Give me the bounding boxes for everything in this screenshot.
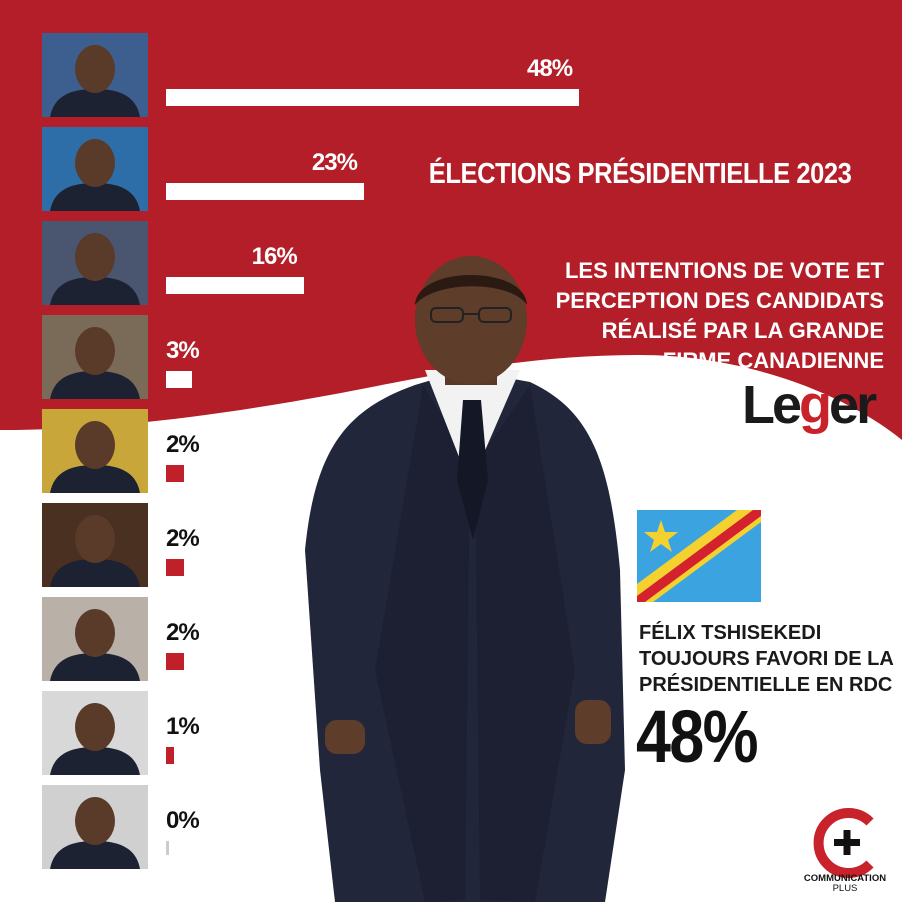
- bar-value-label: 2%: [166, 431, 200, 458]
- bar: [166, 841, 169, 855]
- candidate-photo: [42, 33, 148, 117]
- bar-value-label: 23%: [311, 149, 358, 176]
- bar-value-label: 48%: [527, 55, 573, 82]
- headline-line: TOUJOURS FAVORI DE LA: [639, 648, 894, 670]
- bar: [166, 653, 184, 670]
- bar: [166, 183, 364, 200]
- candidate-portrait: [305, 256, 625, 902]
- headline-percent: 48%: [636, 695, 758, 778]
- candidate-photo: [42, 691, 148, 775]
- candidate-photo: [42, 315, 148, 399]
- bar: [166, 89, 579, 106]
- subtitle-line: RÉALISÉ PAR LA GRANDE: [601, 318, 884, 343]
- candidate-photo: [42, 503, 148, 587]
- candidate-photo: [42, 597, 148, 681]
- subtitle-line: PERCEPTION DES CANDIDATS: [555, 288, 884, 313]
- headline: FÉLIX TSHISEKEDI TOUJOURS FAVORI DE LA P…: [639, 620, 894, 698]
- subtitle: LES INTENTIONS DE VOTE ET PERCEPTION DES…: [524, 256, 884, 376]
- bar-value-label: 1%: [166, 713, 200, 740]
- subtitle-line: FIRME CANADIENNE: [662, 348, 884, 373]
- bar: [166, 465, 184, 482]
- chart-title: ÉLECTIONS PRÉSIDENTIELLE 2023: [428, 158, 852, 190]
- bar: [166, 277, 304, 294]
- subtitle-line: LES INTENTIONS DE VOTE ET: [564, 258, 884, 283]
- bar-value-label: 2%: [166, 525, 200, 552]
- candidate-photo: [42, 409, 148, 493]
- candidate-photo: [42, 221, 148, 305]
- bar: [166, 371, 192, 388]
- communication-plus-text: COMMUNICATION PLUS: [803, 873, 887, 894]
- candidate-photo: [42, 785, 148, 869]
- bar: [166, 747, 174, 764]
- bar-value-label: 3%: [166, 337, 200, 364]
- bar-value-label: 0%: [166, 807, 200, 834]
- communication-plus-logo: [813, 808, 874, 878]
- bar: [166, 559, 184, 576]
- headline-line: PRÉSIDENTIELLE EN RDC: [639, 674, 893, 696]
- candidate-photo: [42, 127, 148, 211]
- headline-line: FÉLIX TSHISEKEDI: [639, 622, 822, 644]
- drc-flag: [637, 510, 761, 602]
- bar-value-label: 16%: [251, 243, 298, 270]
- leger-logo: Leger: [742, 375, 877, 435]
- bar-value-label: 2%: [166, 619, 200, 646]
